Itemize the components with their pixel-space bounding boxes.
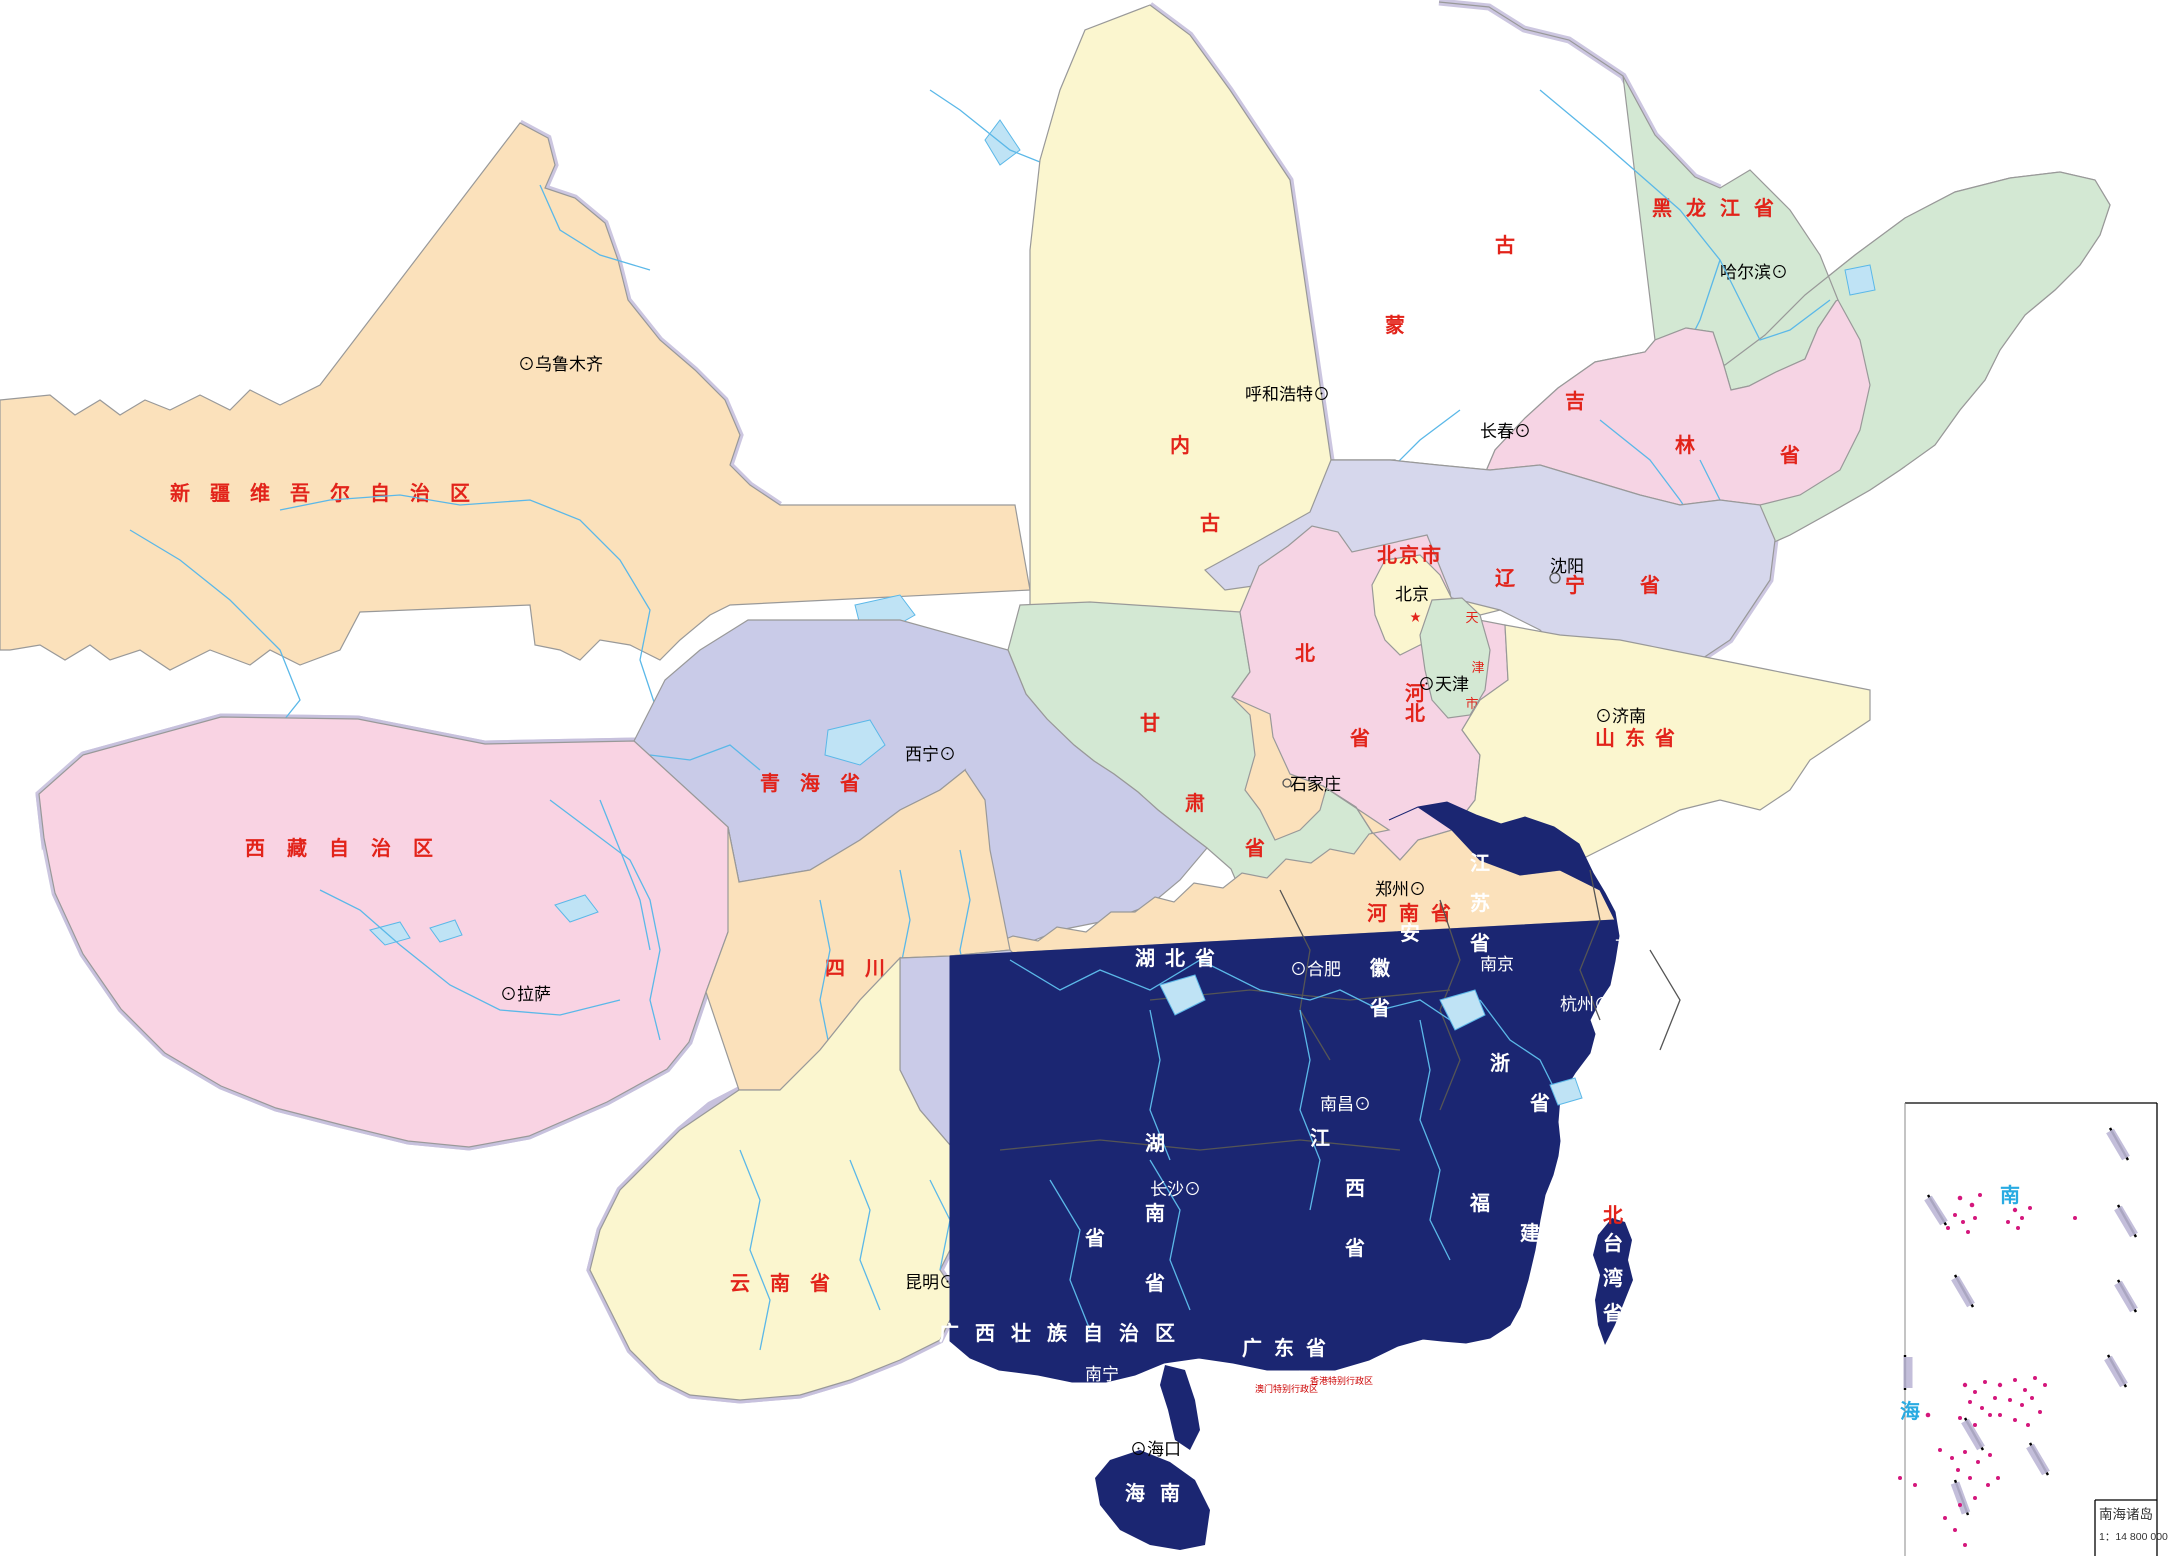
svg-text:南京: 南京 <box>1480 955 1514 974</box>
svg-text:省: 省 <box>1529 1092 1550 1115</box>
svg-text:呼和浩特⊙: 呼和浩特⊙ <box>1245 385 1330 404</box>
svg-text:⊙合肥: ⊙合肥 <box>1290 960 1341 979</box>
svg-text:郑州⊙: 郑州⊙ <box>1375 880 1426 899</box>
svg-text:黑龙江省: 黑龙江省 <box>1652 196 1788 220</box>
svg-text:古: 古 <box>1200 511 1220 535</box>
svg-text:石家庄: 石家庄 <box>1290 775 1341 794</box>
svg-text:广东省: 广东省 <box>1242 1336 1338 1360</box>
svg-text:省: 省 <box>1469 932 1490 955</box>
svg-text:省: 省 <box>1779 444 1800 467</box>
svg-text:昆明⊙: 昆明⊙ <box>905 1273 956 1292</box>
svg-text:北京市: 北京市 <box>1377 543 1443 567</box>
svg-text:南昌⊙: 南昌⊙ <box>1320 1095 1371 1114</box>
svg-text:安: 安 <box>1400 921 1420 945</box>
svg-text:内: 内 <box>1170 433 1190 457</box>
svg-text:省: 省 <box>1349 727 1370 750</box>
svg-text:云南省: 云南省 <box>730 1272 850 1295</box>
svg-text:南: 南 <box>1145 1202 1165 1225</box>
svg-text:福州: 福州 <box>1575 1180 1609 1199</box>
svg-text:江: 江 <box>1310 1127 1330 1150</box>
svg-text:海: 海 <box>1125 1481 1145 1505</box>
svg-text:河南省: 河南省 <box>1367 902 1463 925</box>
svg-text:北: 北 <box>1405 702 1425 725</box>
svg-text:广西壮族自治区: 广西壮族自治区 <box>939 1321 1191 1345</box>
svg-text:台: 台 <box>1603 1231 1623 1255</box>
svg-text:建: 建 <box>1520 1221 1540 1245</box>
svg-text:⊙济南: ⊙济南 <box>1595 707 1646 726</box>
svg-text:南宁: 南宁 <box>1085 1365 1119 1384</box>
svg-text:省: 省 <box>1369 997 1390 1020</box>
svg-text:香港特别行政区: 香港特别行政区 <box>1310 1375 1373 1386</box>
svg-text:苏: 苏 <box>1470 892 1490 915</box>
svg-text:南: 南 <box>2000 1184 2020 1207</box>
svg-text:江: 江 <box>1470 852 1490 875</box>
svg-text:湖北省: 湖北省 <box>1135 947 1225 970</box>
svg-text:⊙天津: ⊙天津 <box>1418 675 1469 694</box>
svg-text:澳门特别行政区: 澳门特别行政区 <box>1255 1383 1318 1394</box>
svg-text:⊙乌鲁木齐: ⊙乌鲁木齐 <box>518 355 603 374</box>
svg-text:西藏自治区: 西藏自治区 <box>245 836 455 860</box>
svg-text:肃: 肃 <box>1185 792 1205 815</box>
svg-text:青海省: 青海省 <box>760 771 880 795</box>
svg-text:蒙: 蒙 <box>1385 314 1405 337</box>
svg-text:北: 北 <box>1603 1204 1623 1227</box>
svg-text:西: 西 <box>1345 1178 1365 1200</box>
svg-text:省: 省 <box>1084 1227 1105 1250</box>
svg-text:湖: 湖 <box>1145 1132 1165 1155</box>
svg-text:海: 海 <box>1900 1399 1920 1423</box>
svg-text:宁: 宁 <box>1565 573 1585 597</box>
svg-text:长沙⊙: 长沙⊙ <box>1150 1180 1201 1199</box>
svg-text:辽: 辽 <box>1495 567 1516 590</box>
svg-text:省: 省 <box>1144 1272 1165 1295</box>
svg-text:省: 省 <box>1639 574 1660 597</box>
svg-text:省: 省 <box>1244 837 1265 860</box>
svg-text:古: 古 <box>1495 233 1515 257</box>
svg-text:北: 北 <box>1295 642 1315 665</box>
svg-text:南海诸岛: 南海诸岛 <box>2099 1507 2153 1522</box>
svg-text:山东省: 山东省 <box>1595 726 1685 750</box>
svg-text:省: 省 <box>1344 1237 1365 1260</box>
svg-text:天: 天 <box>1465 610 1478 625</box>
svg-text:⊙拉萨: ⊙拉萨 <box>500 985 551 1004</box>
svg-text:甘: 甘 <box>1140 712 1160 735</box>
svg-text:杭州⊙: 杭州⊙ <box>1560 995 1611 1014</box>
svg-text:省: 省 <box>1602 1302 1623 1325</box>
svg-text:上海: 上海 <box>1615 925 1649 944</box>
svg-text:湾: 湾 <box>1603 1266 1623 1290</box>
svg-text:津: 津 <box>1471 660 1484 675</box>
svg-text:林: 林 <box>1675 433 1695 457</box>
svg-text:徽: 徽 <box>1369 956 1391 980</box>
svg-text:北京: 北京 <box>1395 585 1429 604</box>
svg-text:⊙海口: ⊙海口 <box>1130 1440 1181 1459</box>
svg-text:省: 省 <box>1569 1252 1590 1275</box>
svg-text:福: 福 <box>1469 1192 1490 1215</box>
svg-text:南: 南 <box>1160 1482 1180 1505</box>
svg-text:西宁⊙: 西宁⊙ <box>905 745 956 764</box>
svg-text:1：14 800 000: 1：14 800 000 <box>2099 1531 2168 1543</box>
svg-text:吉: 吉 <box>1565 390 1585 413</box>
svg-text:浙: 浙 <box>1490 1051 1510 1075</box>
svg-text:长春⊙: 长春⊙ <box>1480 422 1531 441</box>
